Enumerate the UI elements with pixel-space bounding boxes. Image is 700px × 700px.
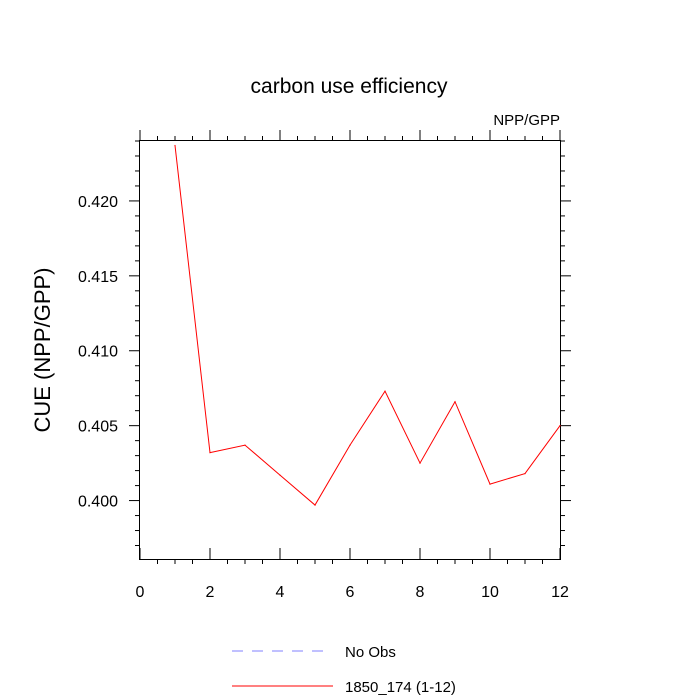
legend-label-series: 1850_174 (1-12)	[345, 679, 456, 696]
x-tick-label: 6	[346, 584, 355, 601]
series-layer	[174, 144, 561, 506]
data-point	[209, 452, 211, 454]
data-point	[244, 444, 246, 446]
y-tick-label: 0.420	[78, 194, 118, 211]
y-tick-label: 0.415	[78, 269, 118, 286]
x-tick-label: 12	[551, 584, 569, 601]
data-point	[279, 474, 281, 476]
data-point	[559, 425, 561, 427]
axis-ticks	[129, 130, 571, 564]
x-tick-label: 2	[206, 584, 215, 601]
y-tick-label: 0.400	[78, 494, 118, 511]
y-tick-label: 0.405	[78, 419, 118, 436]
y-axis-label: CUE (NPP/GPP)	[30, 267, 55, 432]
x-tick-label: 0	[136, 584, 145, 601]
series-line-0	[174, 145, 561, 506]
data-point	[314, 504, 316, 506]
data-point	[454, 401, 456, 403]
data-point	[524, 473, 526, 475]
plot-frame	[139, 140, 561, 560]
chart-subtitle: NPP/GPP	[493, 112, 560, 129]
data-point	[419, 462, 421, 464]
data-point	[384, 390, 386, 392]
axis-tick-labels: 0 2 4 6 8 10 12 0.400 0.405 0.410 0.415 0.420	[78, 194, 569, 601]
legend: No Obs 1850_174 (1-12)	[232, 644, 456, 696]
data-point	[174, 144, 176, 147]
x-tick-label: 4	[276, 584, 285, 601]
x-tick-label: 8	[416, 584, 425, 601]
x-tick-label: 10	[481, 584, 499, 601]
data-point	[349, 444, 351, 446]
y-tick-label: 0.410	[78, 344, 118, 361]
data-point	[489, 483, 491, 485]
chart-title: carbon use efficiency	[251, 75, 448, 98]
legend-label-no-obs: No Obs	[345, 644, 396, 661]
